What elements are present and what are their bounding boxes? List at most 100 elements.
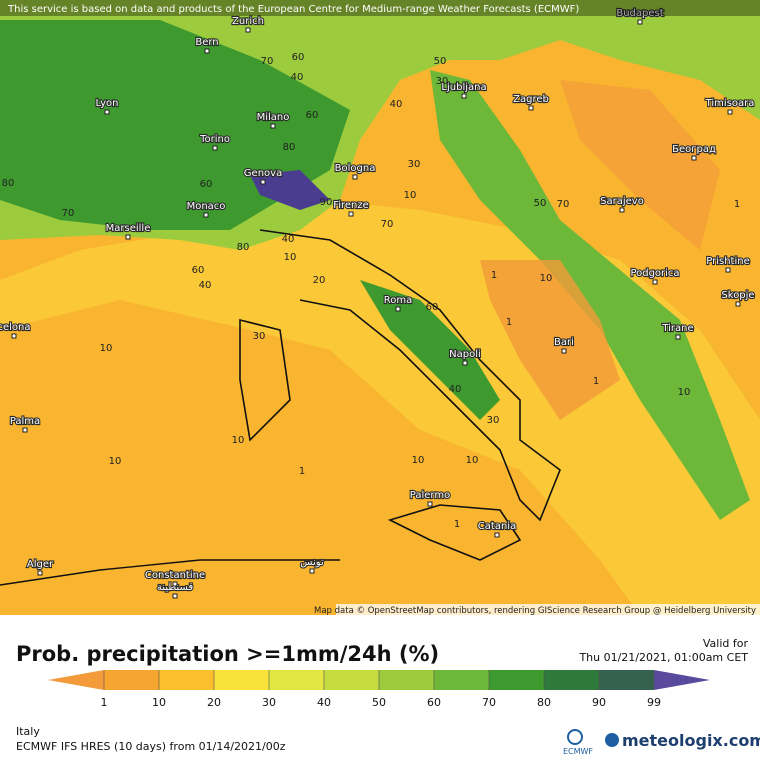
contour-label: 20 (313, 275, 326, 286)
colorbar-tick-label: 40 (317, 696, 331, 709)
city-marker (203, 212, 209, 218)
colorbar-tick-label: 80 (537, 696, 551, 709)
contour-label: 10 (540, 273, 553, 284)
ecmwf-text: ECMWF (563, 747, 593, 756)
city-marker (260, 179, 266, 185)
city-label: Timisoara (705, 98, 755, 109)
city-label: Marseille (106, 223, 151, 234)
contour-label: 80 (283, 142, 296, 153)
contour-label: 1 (454, 519, 460, 530)
city-marker (37, 570, 43, 576)
legend-title: Prob. precipitation >=1mm/24h (%) (16, 642, 439, 666)
city-marker (637, 19, 643, 25)
contour-label: 30 (436, 76, 449, 87)
city-marker (494, 532, 500, 538)
city-marker (462, 360, 468, 366)
attribution: Map data © OpenStreetMap contributors, r… (314, 606, 756, 616)
zone-99 (250, 170, 330, 210)
city-marker (172, 581, 178, 587)
contour-label: 60 (306, 110, 319, 121)
city-label: تونس (300, 557, 324, 568)
notice-bg (0, 0, 760, 16)
city-marker (22, 427, 28, 433)
colorbar-tick-label: 20 (207, 696, 221, 709)
colorbar-tick-label: 60 (427, 696, 441, 709)
contour-label: 40 (291, 72, 304, 83)
ecmwf-logo (567, 729, 583, 745)
city-label: Palma (10, 416, 40, 427)
colorbar-segment (379, 670, 434, 690)
contour-label: 1 (506, 317, 512, 328)
city-label: Roma (384, 295, 413, 306)
contour-label: 60 (200, 179, 213, 190)
city-label: قسنطينة (157, 582, 194, 593)
city-label: Torino (199, 134, 230, 145)
colorbar-segment (269, 670, 324, 690)
contour-label: 10 (100, 343, 113, 354)
city-label: Bologna (335, 163, 376, 174)
contour-label: 10 (678, 387, 691, 398)
colorbar-segment (159, 670, 214, 690)
city-label: Bern (195, 37, 218, 48)
city-label: Monaco (187, 201, 226, 212)
city-marker (427, 501, 433, 507)
city-marker (125, 234, 131, 240)
attribution-bg (336, 604, 760, 615)
city-marker (727, 109, 733, 115)
city-label: Prishtine (706, 256, 749, 267)
contour-label: 60 (426, 302, 439, 313)
city-label: Alger (27, 559, 54, 570)
city-marker (245, 27, 251, 33)
colorbar-tick-label: 90 (592, 696, 606, 709)
city-marker (461, 93, 467, 99)
coastline (239, 229, 561, 561)
city-label: Ljubljana (441, 82, 486, 93)
city-label: Skopje (721, 290, 754, 301)
contour-label: 60 (192, 265, 205, 276)
city-label: Palermo (410, 490, 450, 501)
valid-time: Thu 01/21/2021, 01:00am CET (578, 651, 748, 664)
city-label: Firenze (333, 200, 369, 211)
colorbar-segment (104, 670, 159, 690)
notice: This service is based on data and produc… (7, 4, 579, 15)
city-marker (395, 306, 401, 312)
city-marker (619, 207, 625, 213)
city-marker (691, 155, 697, 161)
city-marker (204, 48, 210, 54)
colorbar-tick-label: 1 (101, 696, 108, 709)
contour-label: 70 (261, 56, 274, 67)
contour-label: 50 (534, 198, 547, 209)
contour-label: 10 (412, 455, 425, 466)
city-marker (352, 174, 358, 180)
contour-label: 50 (434, 56, 447, 67)
city-marker (675, 334, 681, 340)
colorbar-tick-label: 50 (372, 696, 386, 709)
valid-label: Valid for (703, 637, 749, 650)
city-label: Sarajevo (600, 196, 644, 207)
city-marker (561, 348, 567, 354)
city-marker (309, 568, 315, 574)
colorbar-segment (434, 670, 489, 690)
contour-label: 1 (593, 376, 599, 387)
city-label: Zagreb (513, 94, 549, 105)
city-marker (172, 593, 178, 599)
contour-label: 10 (466, 455, 479, 466)
contour-label: 40 (199, 280, 212, 291)
contour-label: 80 (2, 178, 15, 189)
colorbar-segment (599, 670, 654, 690)
map: Bern Zurich Budapest Lyon Milano Torino Ljublj… (0, 0, 760, 616)
colorbar: 1 10 20 30 40 50 60 70 80 90 99 (48, 670, 710, 709)
city-label: Catania (478, 521, 516, 532)
city-label: Napoli (449, 349, 481, 360)
zone-1 (480, 260, 620, 420)
city-marker (528, 105, 534, 111)
colorbar-low (48, 670, 104, 690)
colorbar-segment (214, 670, 269, 690)
contour-label: 70 (62, 208, 75, 219)
contour-layer: 70 60 40 50 30 40 80 60 60 70 10 30 40 10 80 60 40 20 30 10… (2, 52, 741, 530)
city-label: Lyon (95, 98, 118, 109)
city-label: Tirane (661, 323, 693, 334)
city-label: Genova (244, 168, 282, 179)
brand-logo (605, 733, 619, 747)
